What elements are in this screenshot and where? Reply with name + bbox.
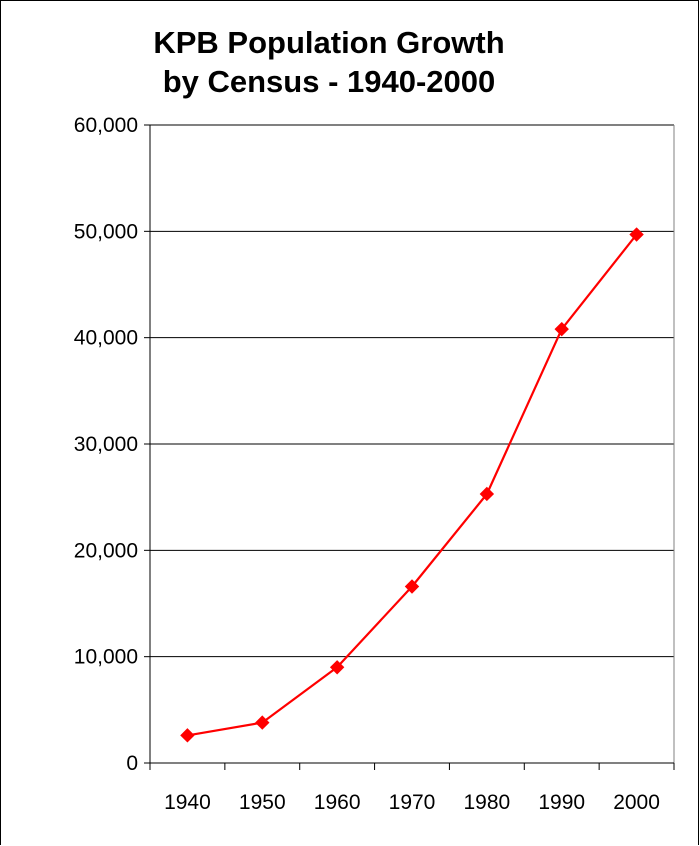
y-tick-label: 50,000: [74, 220, 138, 243]
x-tick-label: 1970: [389, 791, 436, 814]
data-point-marker: [181, 729, 194, 742]
x-tick-label: 1980: [463, 791, 510, 814]
y-tick-label: 10,000: [74, 646, 138, 669]
x-axis-tick-labels: 1940 1950 1960 1970 1980 1990 2000: [164, 791, 660, 814]
x-tick-label: 1940: [164, 791, 211, 814]
y-tick-label: 60,000: [74, 114, 138, 137]
series-group: [181, 228, 643, 742]
y-tick-label: 0: [126, 752, 138, 775]
x-tick-label: 1990: [538, 791, 585, 814]
x-tick-label: 2000: [613, 791, 660, 814]
y-tick-label: 30,000: [74, 433, 138, 456]
axes: [144, 125, 674, 770]
x-tick-label: 1960: [314, 791, 361, 814]
series-line: [187, 235, 636, 736]
y-tick-label: 40,000: [74, 327, 138, 350]
y-axis-tick-labels: 0 10,000 20,000 30,000 40,000 50,000 60,000: [74, 114, 138, 775]
y-tick-label: 20,000: [74, 539, 138, 562]
x-tick-label: 1950: [239, 791, 286, 814]
gridlines: [150, 125, 674, 657]
